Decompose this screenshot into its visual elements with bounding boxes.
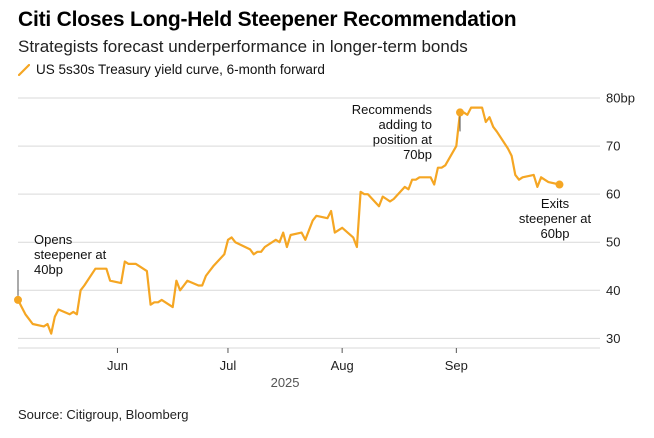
x-axis: Jun Jul Aug Sep 2025 xyxy=(107,348,468,390)
y-tick-label: 60 xyxy=(606,187,620,202)
source-note: Source: Citigroup, Bloomberg xyxy=(18,407,189,422)
legend-label: US 5s30s Treasury yield curve, 6-month f… xyxy=(36,62,325,77)
legend: US 5s30s Treasury yield curve, 6-month f… xyxy=(18,62,325,77)
annotation-line: Opens xyxy=(34,232,73,247)
chart-subtitle: Strategists forecast underperformance in… xyxy=(18,37,468,56)
annotation-line: 60bp xyxy=(541,226,570,241)
annotation-exits: Exits steepener at 60bp xyxy=(519,196,592,241)
series-layer xyxy=(16,106,561,335)
annotation-marker xyxy=(456,108,465,117)
gridlines xyxy=(18,97,600,349)
annotation-recommends: Recommends adding to position at 70bp xyxy=(352,102,433,162)
y-tick-label: 40 xyxy=(606,283,620,298)
chart-title: Citi Closes Long-Held Steepener Recommen… xyxy=(18,8,517,31)
annotation-opens: Opens steepener at 40bp xyxy=(34,232,107,277)
series-line xyxy=(16,106,561,335)
x-year-label: 2025 xyxy=(271,375,300,390)
annotation-marker xyxy=(555,180,564,189)
annotation-line: 40bp xyxy=(34,262,63,277)
annotation-line: Recommends xyxy=(352,102,433,117)
x-tick-label: Sep xyxy=(445,358,468,373)
x-tick-label: Aug xyxy=(331,358,354,373)
legend-swatch-icon xyxy=(18,63,30,76)
annotation-line: Exits xyxy=(541,196,570,211)
y-tick-label: 80bp xyxy=(606,91,635,106)
y-tick-label: 70 xyxy=(606,139,620,154)
x-tick-label: Jul xyxy=(220,358,237,373)
annotation-line: steepener at xyxy=(34,247,107,262)
annotation-line: 70bp xyxy=(403,147,432,162)
annotation-line: steepener at xyxy=(519,211,592,226)
x-tick-label: Jun xyxy=(107,358,128,373)
y-tick-label: 50 xyxy=(606,235,620,250)
annotation-line: adding to xyxy=(379,117,433,132)
annotation-line: position at xyxy=(373,132,433,147)
y-axis: 30 40 50 60 70 80bp xyxy=(606,91,635,346)
y-tick-label: 30 xyxy=(606,331,620,346)
annotation-marker xyxy=(14,295,22,304)
